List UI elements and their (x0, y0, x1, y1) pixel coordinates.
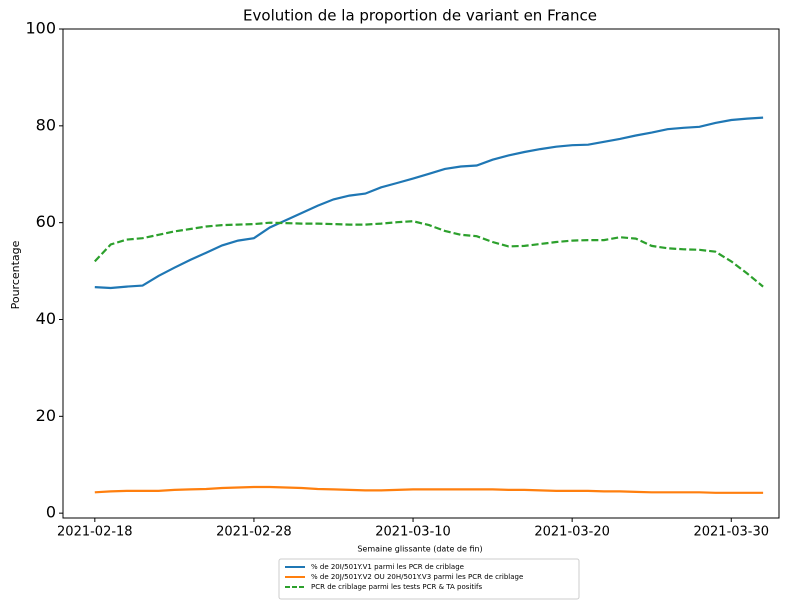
x-tick-label: 2021-03-10 (375, 525, 451, 540)
data-line (94, 485, 764, 494)
legend-label: % de 20J/501Y.V2 OU 20H/501Y.V3 parmi le… (311, 573, 523, 581)
x-tick-label: 2021-02-18 (57, 525, 133, 540)
legend-label: % de 20I/501Y.V1 parmi les PCR de cribla… (311, 563, 464, 571)
x-tick-label: 2021-03-30 (693, 525, 769, 540)
y-tick-label: 40 (36, 309, 56, 328)
legend-label: PCR de criblage parmi les tests PCR & TA… (311, 583, 483, 591)
y-tick-label: 20 (36, 406, 56, 425)
y-tick-label: 80 (36, 115, 56, 134)
y-axis-label: Pourcentage (9, 240, 22, 309)
y-tick-label: 0 (46, 503, 56, 522)
y-tick-label: 100 (25, 19, 56, 38)
legend-box (278, 558, 580, 600)
data-line (94, 116, 764, 290)
x-tick-label: 2021-02-28 (216, 525, 292, 540)
x-tick-label: 2021-03-20 (534, 525, 610, 540)
x-axis-label: Semaine glissante (date de fin) (357, 545, 482, 554)
y-tick-label: 60 (36, 212, 56, 231)
plot-frame (62, 28, 780, 519)
data-line (93, 220, 764, 288)
chart-title: Evolution de la proportion de variant en… (243, 7, 597, 25)
